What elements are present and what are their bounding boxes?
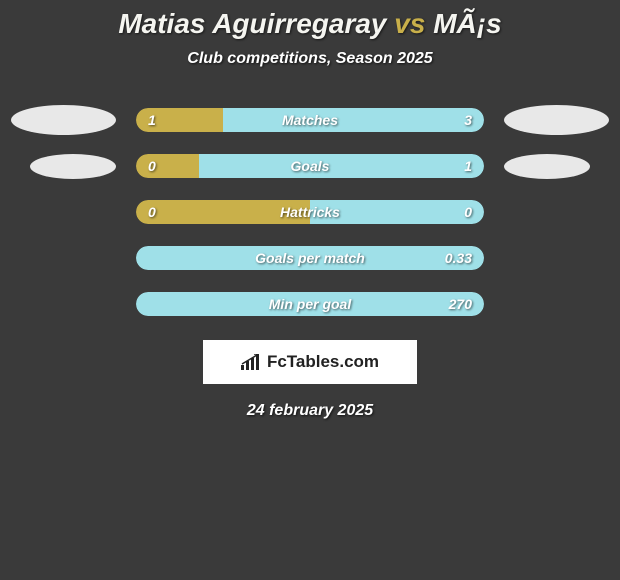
team-badge-left (30, 154, 116, 179)
stat-label: Goals per match (255, 246, 365, 270)
logo-text: FcTables.com (267, 352, 379, 372)
stat-label: Min per goal (269, 292, 351, 316)
stat-label: Matches (282, 108, 338, 132)
date: 24 february 2025 (0, 402, 620, 420)
team-badge-right (504, 105, 609, 135)
stat-bar: Goals 0 1 (136, 154, 484, 178)
bar-segment-right (199, 154, 484, 178)
stat-value-right: 1 (464, 154, 472, 178)
stat-row: Min per goal 270 (0, 292, 620, 316)
stat-row: Hattricks 0 0 (0, 200, 620, 224)
stat-label: Goals (291, 154, 330, 178)
stat-value-right: 3 (464, 108, 472, 132)
bar-segment-left (136, 154, 199, 178)
stat-value-right: 0 (464, 200, 472, 224)
stat-rows: Matches 1 3 Goals 0 1 Hattricks 0 0 Goals per mat… (0, 108, 620, 316)
stat-value-right: 270 (449, 292, 472, 316)
stat-bar: Goals per match 0.33 (136, 246, 484, 270)
comparison-widget: Matias Aguirregaray vs MÃ¡s Club competi… (0, 0, 620, 420)
stat-value-left: 0 (148, 200, 156, 224)
team-badge-left (11, 105, 116, 135)
stat-value-left: 0 (148, 154, 156, 178)
team-badge-right (504, 154, 590, 179)
title-player2: MÃ¡s (433, 8, 501, 39)
logo-box[interactable]: FcTables.com (203, 340, 417, 384)
title-player1: Matias Aguirregaray (118, 8, 386, 39)
stat-bar: Matches 1 3 (136, 108, 484, 132)
stat-bar: Hattricks 0 0 (136, 200, 484, 224)
bar-segment-right (223, 108, 484, 132)
subtitle: Club competitions, Season 2025 (0, 50, 620, 68)
logo: FcTables.com (241, 352, 379, 372)
stat-row: Goals per match 0.33 (0, 246, 620, 270)
stat-row: Goals 0 1 (0, 154, 620, 178)
stat-row: Matches 1 3 (0, 108, 620, 132)
title-vs: vs (394, 8, 425, 39)
bars-icon (241, 354, 261, 370)
stat-bar: Min per goal 270 (136, 292, 484, 316)
stat-label: Hattricks (280, 200, 340, 224)
stat-value-right: 0.33 (445, 246, 472, 270)
stat-value-left: 1 (148, 108, 156, 132)
page-title: Matias Aguirregaray vs MÃ¡s (0, 8, 620, 40)
